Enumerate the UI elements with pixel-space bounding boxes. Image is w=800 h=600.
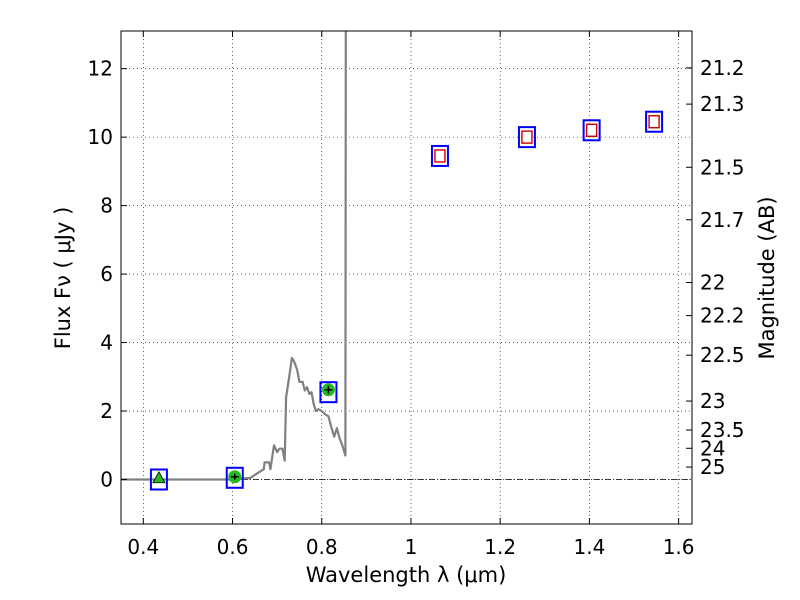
- magnitude-tick-label: 21.5: [700, 155, 745, 179]
- magnitude-tick-label: 23.5: [700, 418, 745, 442]
- model-photometry-square: [225, 466, 244, 489]
- x-tick-label: 0.6: [217, 535, 249, 559]
- plot-background: [121, 31, 692, 524]
- y-tick-label: 8: [100, 194, 113, 218]
- y-tick-labels: 0 2 4 6 8 10 12: [88, 57, 113, 492]
- x-tick-label: 0.4: [127, 535, 159, 559]
- y-tick-label: 10: [88, 125, 113, 149]
- plot-frame: [120, 30, 693, 525]
- magnitude-tick-label: 22.5: [700, 343, 745, 367]
- predicted-point: [585, 123, 598, 137]
- upper-limit-point: [152, 470, 166, 484]
- y-axis-title: Flux Fν ( μJy ): [51, 207, 75, 350]
- y-tick-label: 4: [100, 331, 113, 355]
- model-photometry-square: [149, 468, 168, 491]
- x-tick-label: 1.2: [484, 535, 516, 559]
- model-photometry-square: [319, 381, 338, 404]
- x-axis-title: Wavelength λ (μm): [306, 563, 507, 587]
- magnitude-tick-label: 22.2: [700, 304, 745, 328]
- y-tick-label: 12: [88, 57, 113, 81]
- y-tick-label: 2: [100, 399, 113, 423]
- x-tick-label: 1.6: [663, 535, 695, 559]
- x-tick-labels: 0.4 0.6 0.8 1 1.2 1.4 1.6: [127, 535, 694, 559]
- model-photometry-square: [582, 119, 601, 142]
- magnitude-tick-label: 21.7: [700, 208, 745, 232]
- magnitude-tick-label: 21.3: [700, 92, 745, 116]
- predicted-point: [648, 115, 660, 129]
- magnitude-tick-label: 22: [700, 270, 725, 294]
- magnitude-tick-label: 24: [700, 436, 725, 460]
- model-photometry-square: [645, 110, 664, 133]
- predicted-point: [521, 130, 533, 144]
- y-tick-label: 0: [100, 467, 113, 491]
- magnitude-tick-label: 23: [700, 389, 725, 413]
- data-series: [121, 31, 664, 491]
- x-tick-label: 1.4: [573, 535, 605, 559]
- sed-model-line: [121, 31, 347, 481]
- axis-ticks: [121, 31, 692, 524]
- model-photometry-square: [430, 144, 449, 167]
- predicted-point: [434, 149, 446, 163]
- magnitude-axis-title: Magnitude (AB): [755, 196, 779, 359]
- y-tick-label: 6: [100, 262, 113, 286]
- model-photometry-square: [517, 126, 536, 149]
- x-tick-label: 1: [405, 535, 418, 559]
- x-tick-label: 0.8: [306, 535, 338, 559]
- magnitude-tick-label: 25: [700, 455, 725, 479]
- magnitude-tick-label: 21.2: [700, 56, 745, 80]
